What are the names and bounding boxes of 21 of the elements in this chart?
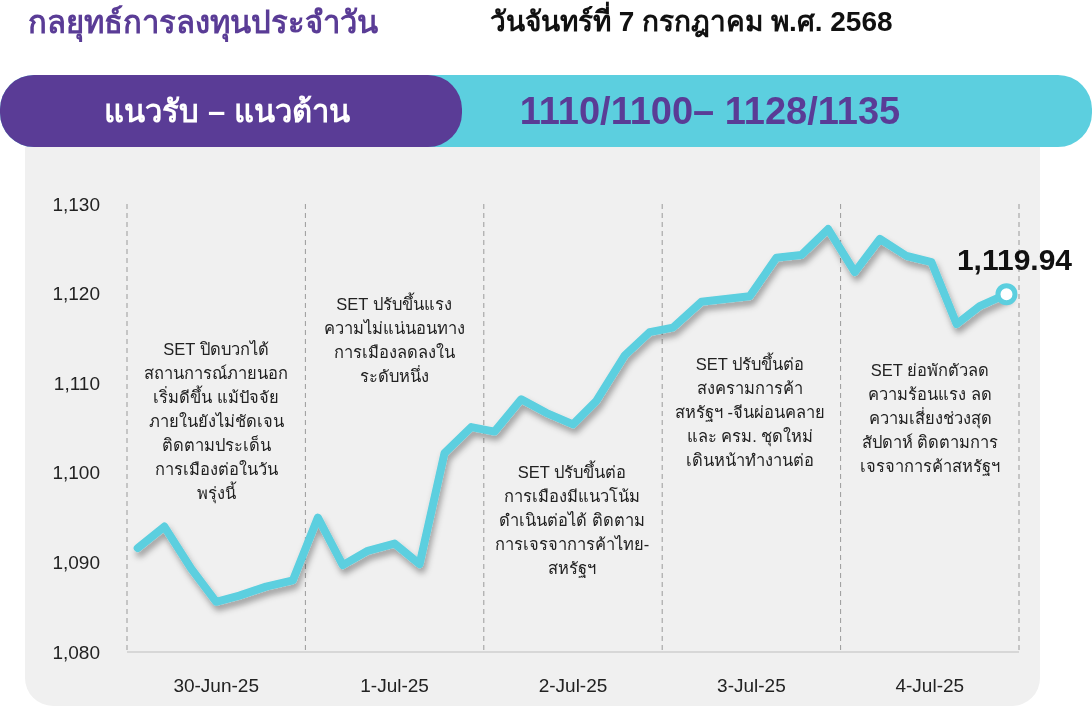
y-tick-label: 1,110 [53, 372, 100, 394]
text: แนวรับ – แนวต้าน [104, 93, 350, 129]
x-tick-label: 2-Jul-25 [538, 675, 608, 696]
x-tick-label: 30-Jun-25 [173, 675, 259, 696]
chart-title: กลยุทธ์การลงทุนประจำวัน [28, 5, 378, 42]
y-tick-label: 1,100 [52, 462, 100, 484]
x-tick-label: 4-Jul-25 [895, 675, 965, 696]
x-tick-label: 1-Jul-25 [360, 675, 429, 696]
x-tick-label: 3-Jul-25 [717, 675, 786, 696]
chart-subtitle: วันจันทร์ที่ 7 กรกฎาคม พ.ศ. 2568 [490, 1, 893, 38]
annotation: SET ย่อพักตัวลด ความร้อนแรง ลด ความเสี่ยงช่วงสุด สัปดาห์ ติดตามการ เจรจาการค้าสหรัฐฯ [860, 361, 1000, 476]
annotation: SET ปรับขึ้นต่อ การเมืองมีแนวโน้ม ดำเนินต่อได้ ติดตาม การเจรจาการค้าไทย- สหรัฐฯ [494, 460, 650, 578]
annotation: SET ปิดบวกได้ สถานการณ์ภายนอก เริ่มดีขึ้น แม้ปัจจัย ภายในยังไม่ชัดเจน ติดตามประเด็น การเมืองต่อในวัน พรุ่งนี้ [144, 340, 288, 504]
y-tick-label: 1,090 [52, 551, 100, 573]
y-tick-label: 1,080 [52, 641, 100, 663]
annotation: SET ปรับขึ้นต่อ สงครามการค้า สหรัฐฯ -จีนผ่อนคลาย และ ครม. ชุดใหม่ เดินหน้าทำงานต่อ [674, 352, 826, 469]
annotation: 1,119.94 [956, 243, 1073, 277]
y-tick-label: 1,120 [52, 283, 100, 305]
y-tick-label: 1,130 [52, 193, 100, 215]
annotation: SET ปรับขึ้นแรง ความไม่แน่นอนทาง การเมืองลดลงใน ระดับหนึ่ง [323, 292, 465, 385]
text: 1110/1100– 1128/1135 [519, 90, 901, 132]
